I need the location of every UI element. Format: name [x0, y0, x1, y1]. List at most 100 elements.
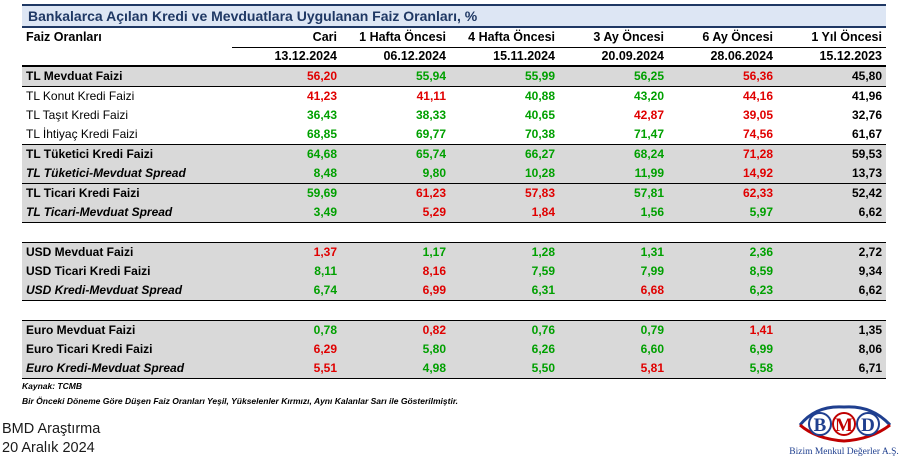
section-gap — [22, 222, 886, 243]
rate-cell: 39,05 — [742, 108, 773, 122]
rate-cell: 41,11 — [416, 89, 446, 103]
col-name-4: 6 Ay Öncesi — [668, 28, 777, 48]
header-row-names: Faiz Oranları Cari 1 Hafta Öncesi 4 Haft… — [22, 28, 886, 48]
rate-cell: 59,69 — [232, 183, 341, 203]
rate-cell: 6,62 — [777, 281, 886, 301]
rate-cell: 41,23 — [306, 89, 337, 103]
table-row: TL Ticari-Mevduat Spread 3,49 5,29 1,84 1,56… — [22, 203, 886, 223]
col-date-0: 13.12.2024 — [232, 47, 341, 67]
rate-cell: 38,33 — [415, 108, 446, 122]
bmd-logo-mark: B M D Bizim Menkul Değerler A.Ş. — [789, 405, 899, 457]
rate-cell: 59,53 — [777, 144, 886, 164]
rate-cell: 61,67 — [777, 125, 886, 145]
rate-cell: 6,23 — [668, 281, 777, 301]
rate-cell: 1,84 — [450, 203, 559, 223]
footer-date: 20 Aralık 2024 — [2, 440, 95, 456]
footer-org: BMD Araştırma — [2, 421, 101, 437]
table-row: USD Ticari Kredi Faizi 8,11 8,16 7,59 7,99 8,… — [22, 262, 886, 281]
rate-cell: 56,20 — [232, 65, 341, 87]
col-date-3: 20.09.2024 — [559, 47, 668, 67]
rate-cell: 7,59 — [450, 262, 559, 281]
rate-cell: 0,82 — [341, 320, 450, 340]
rate-cell: 57,83 — [450, 183, 559, 203]
table-title: Bankalarca Açılan Kredi ve Mevduatlara U… — [22, 4, 886, 28]
rate-cell: 41,96 — [851, 89, 882, 103]
rate-cell: 8,16 — [341, 262, 450, 281]
rate-cell: 1,17 — [341, 242, 450, 262]
rate-cell: 8,48 — [232, 164, 341, 184]
rate-cell: 6,62 — [777, 203, 886, 223]
col-date-5: 15.12.2023 — [777, 47, 886, 67]
bmd-logo: B M D Bizim Menkul Değerler A.Ş. — [786, 403, 904, 459]
row-label: TL Konut Kredi Faizi — [26, 89, 135, 103]
table-row: TL İhtiyaç Kredi Faizi 68,85 69,77 70,38 71,… — [22, 125, 886, 145]
rate-cell: 6,60 — [559, 340, 668, 359]
rate-cell: 8,11 — [232, 262, 341, 281]
table-row: USD Mevduat Faizi 1,37 1,17 1,28 1,31 2,36 2,7… — [22, 242, 886, 262]
rate-cell: 13,73 — [777, 164, 886, 184]
rate-cell: 6,99 — [341, 281, 450, 301]
rate-cell: 6,71 — [777, 359, 886, 379]
table-row: TL Konut Kredi Faizi 41,23 41,11 40,88 43,20… — [22, 87, 886, 107]
rate-cell: 6,74 — [232, 281, 341, 301]
rate-cell: 7,99 — [559, 262, 668, 281]
rate-cell: 55,99 — [450, 65, 559, 87]
color-legend-note: Bir Önceki Döneme Göre Düşen Faiz Oranla… — [22, 396, 459, 406]
rate-cell: 57,81 — [559, 183, 668, 203]
table-row: USD Kredi-Mevduat Spread 6,74 6,99 6,31 6,68… — [22, 281, 886, 301]
rate-cell: 5,81 — [559, 359, 668, 379]
rate-cell: 11,99 — [559, 164, 668, 184]
rate-cell: 69,77 — [341, 125, 450, 145]
row-label: USD Ticari Kredi Faizi — [22, 262, 232, 281]
rate-cell: 5,50 — [450, 359, 559, 379]
header-row-dates: 13.12.2024 06.12.2024 15.11.2024 20.09.2… — [22, 47, 886, 67]
logo-subtitle: Bizim Menkul Değerler A.Ş. — [789, 447, 899, 457]
col-name-0: Cari — [232, 28, 341, 48]
rate-cell: 10,28 — [450, 164, 559, 184]
row-label: USD Kredi-Mevduat Spread — [22, 281, 232, 301]
rate-cell: 1,37 — [232, 242, 341, 262]
rate-cell: 9,80 — [341, 164, 450, 184]
interest-rate-table: Faiz Oranları Cari 1 Hafta Öncesi 4 Haft… — [22, 28, 886, 379]
table-row: TL Tüketici Kredi Faizi 64,68 65,74 66,27 68… — [22, 144, 886, 164]
rate-cell: 68,24 — [559, 144, 668, 164]
rate-cell: 61,23 — [341, 183, 450, 203]
col-date-1: 06.12.2024 — [341, 47, 450, 67]
table-row: TL Tüketici-Mevduat Spread 8,48 9,80 10,28 1… — [22, 164, 886, 184]
rate-cell: 1,41 — [668, 320, 777, 340]
header-blank — [22, 47, 232, 67]
row-label: TL Ticari-Mevduat Spread — [22, 203, 232, 223]
rate-cell: 5,58 — [668, 359, 777, 379]
rate-cell: 5,97 — [668, 203, 777, 223]
col-date-2: 15.11.2024 — [450, 47, 559, 67]
rate-cell: 55,94 — [341, 65, 450, 87]
table-row: TL Mevduat Faizi 56,20 55,94 55,99 56,25 56,3… — [22, 65, 886, 87]
row-label: USD Mevduat Faizi — [22, 242, 232, 262]
row-label: TL Tüketici Kredi Faizi — [22, 144, 232, 164]
row-label: TL Taşıt Kredi Faizi — [26, 108, 129, 122]
table-row: Euro Mevduat Faizi 0,78 0,82 0,76 0,79 1,41 1,… — [22, 320, 886, 340]
rate-cell: 0,79 — [559, 320, 668, 340]
rate-cell: 5,29 — [341, 203, 450, 223]
rate-cell: 62,33 — [668, 183, 777, 203]
footer: BMD Araştırma 20 Aralık 2024 — [2, 420, 100, 458]
rate-cell: 0,78 — [232, 320, 341, 340]
rate-cell: 4,98 — [341, 359, 450, 379]
rate-cell: 44,16 — [742, 89, 773, 103]
table-row: TL Ticari Kredi Faizi 59,69 61,23 57,83 57,8… — [22, 183, 886, 203]
rate-cell: 71,28 — [668, 144, 777, 164]
row-label-header: Faiz Oranları — [26, 30, 102, 45]
rate-cell: 42,87 — [633, 108, 664, 122]
rate-cell: 68,85 — [232, 125, 341, 145]
rate-cell: 3,49 — [232, 203, 341, 223]
rate-cell: 2,72 — [777, 242, 886, 262]
rate-cell: 40,88 — [524, 89, 555, 103]
rate-table-sheet: Bankalarca Açılan Kredi ve Mevduatlara U… — [22, 4, 886, 407]
logo-letter: M — [835, 415, 853, 436]
rate-cell: 6,29 — [232, 340, 341, 359]
rate-cell: 8,06 — [777, 340, 886, 359]
row-label: TL Tüketici-Mevduat Spread — [22, 164, 232, 184]
rate-cell: 1,28 — [450, 242, 559, 262]
col-name-5: 1 Yıl Öncesi — [777, 28, 886, 48]
rate-cell: 65,74 — [341, 144, 450, 164]
